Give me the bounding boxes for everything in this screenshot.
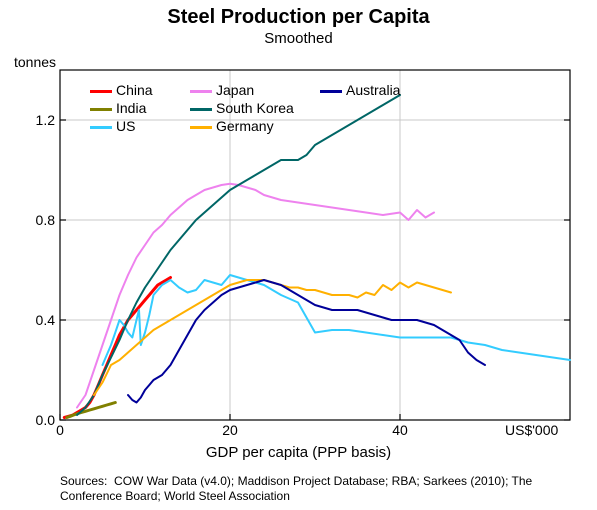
legend-item-australia: Australia: [320, 82, 400, 98]
series-india: [67, 403, 116, 418]
series-australia: [128, 280, 485, 403]
y-tick-label: 0.4: [5, 312, 55, 328]
legend-label: China: [116, 82, 153, 98]
legend-label: India: [116, 100, 146, 116]
chart-container: Steel Production per Capita Smoothed ton…: [0, 0, 597, 510]
legend-label: Japan: [216, 82, 254, 98]
series-japan: [77, 184, 434, 408]
chart-subtitle: Smoothed: [0, 30, 597, 47]
x-tick-label: 20: [210, 422, 250, 438]
legend-item-us: US: [90, 118, 135, 134]
legend-swatch-icon: [90, 90, 112, 93]
x-axis-label: GDP per capita (PPP basis): [0, 444, 597, 461]
legend-item-germany: Germany: [190, 118, 274, 134]
sources-text: COW War Data (v4.0); Maddison Project Da…: [60, 474, 532, 503]
plot-area: [60, 70, 570, 420]
x-tick-label: 40: [380, 422, 420, 438]
legend-item-south_korea: South Korea: [190, 100, 294, 116]
legend-swatch-icon: [90, 108, 112, 111]
legend-label: Australia: [346, 82, 400, 98]
y-tick-label: 0.8: [5, 212, 55, 228]
x-axis-unit: US$'000: [505, 422, 558, 438]
legend-swatch-icon: [190, 126, 212, 129]
legend-item-china: China: [90, 82, 153, 98]
sources-prefix: Sources:: [60, 474, 107, 488]
legend-item-india: India: [90, 100, 146, 116]
legend-swatch-icon: [190, 90, 212, 93]
legend-label: US: [116, 118, 135, 134]
legend-item-japan: Japan: [190, 82, 254, 98]
legend-swatch-icon: [90, 126, 112, 129]
y-tick-label: 1.2: [5, 112, 55, 128]
legend-swatch-icon: [190, 108, 212, 111]
chart-sources: Sources: COW War Data (v4.0); Maddison P…: [60, 474, 560, 504]
legend-label: South Korea: [216, 100, 294, 116]
y-axis-unit: tonnes: [14, 54, 56, 70]
legend-label: Germany: [216, 118, 274, 134]
x-tick-label: 0: [40, 422, 80, 438]
series-south_korea: [77, 95, 400, 415]
chart-title: Steel Production per Capita: [0, 6, 597, 29]
legend-swatch-icon: [320, 90, 342, 93]
